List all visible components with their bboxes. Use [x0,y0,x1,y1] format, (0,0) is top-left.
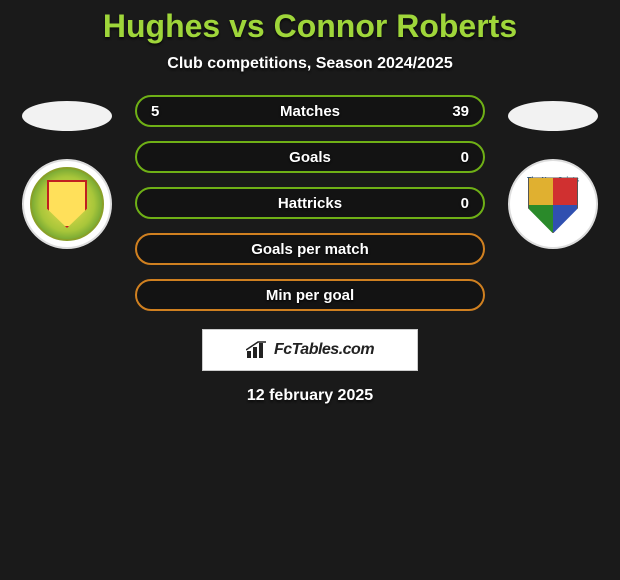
date-line: 12 february 2025 [0,387,620,405]
subtitle: Club competitions, Season 2024/2025 [0,55,620,73]
stat-left-value: 5 [151,103,191,120]
left-player-oval [22,101,112,131]
stat-right-value: 0 [429,195,469,212]
right-player-oval [508,101,598,131]
right-team-badge: The New Saints [508,159,598,249]
stat-row-min-per-goal: Min per goal [135,279,485,311]
source-brand: FcTables.com [274,341,374,359]
shield-icon [528,177,578,233]
stat-label: Matches [191,103,429,120]
main-row: 5 Matches 39 Goals 0 Hattricks 0 Goals p… [0,95,620,311]
right-player-column: The New Saints [503,95,603,249]
stat-right-value: 0 [429,149,469,166]
stat-right-value: 39 [429,103,469,120]
comparison-card: Hughes vs Connor Roberts Club competitio… [0,0,620,405]
source-attribution: FcTables.com [202,329,418,371]
stat-label: Goals per match [191,241,429,258]
stat-label: Hattricks [191,195,429,212]
stat-label: Min per goal [191,287,429,304]
stat-row-goals: Goals 0 [135,141,485,173]
page-title: Hughes vs Connor Roberts [0,8,620,45]
stat-row-goals-per-match: Goals per match [135,233,485,265]
left-player-column [17,95,117,249]
stat-row-matches: 5 Matches 39 [135,95,485,127]
stat-label: Goals [191,149,429,166]
badge-ring: The New Saints [516,167,590,241]
bar-chart-icon [246,341,268,359]
left-team-badge [22,159,112,249]
stats-column: 5 Matches 39 Goals 0 Hattricks 0 Goals p… [135,95,485,311]
stat-row-hattricks: Hattricks 0 [135,187,485,219]
